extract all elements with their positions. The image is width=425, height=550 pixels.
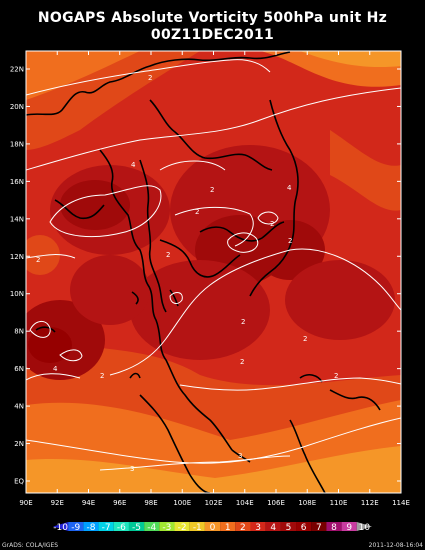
colorbar-swatch xyxy=(174,522,190,531)
colorbar-swatch xyxy=(53,522,69,531)
contour-label: 3 xyxy=(130,465,134,473)
colorbar-label: 3 xyxy=(255,523,261,533)
latitude-label: 12N xyxy=(10,253,24,261)
colorbar-label: -5 xyxy=(132,523,141,533)
contour-label: 2 xyxy=(288,237,292,245)
contour-label: 2 xyxy=(166,251,170,259)
colorbar-swatch xyxy=(326,522,342,531)
colorbar-label: 8 xyxy=(331,523,337,533)
colorbar-swatch xyxy=(98,522,114,531)
colorbar-swatch xyxy=(128,522,145,531)
colorbar-swatch xyxy=(189,522,205,531)
colorbar-label: 10 xyxy=(359,523,371,533)
contour-label: 2 xyxy=(240,358,244,366)
colorbar-label: -8 xyxy=(86,523,95,533)
contour-label: 4 xyxy=(287,184,292,192)
colorbar-label: 5 xyxy=(286,523,292,533)
latitude-label: 8N xyxy=(14,328,24,336)
colorbar-swatch xyxy=(341,522,357,531)
longitude-label: 98E xyxy=(144,499,157,507)
colorbar-swatch xyxy=(159,522,175,531)
colorbar-label: 6 xyxy=(301,523,307,533)
colorbar-label: -2 xyxy=(178,523,187,533)
colorbar-swatch xyxy=(113,522,129,531)
latitude-label: 20N xyxy=(10,103,24,111)
colorbar-label: -9 xyxy=(71,523,80,533)
latitude-label: 14N xyxy=(10,215,24,223)
contour-label: 2 xyxy=(36,256,40,264)
contour-label: 2 xyxy=(210,186,214,194)
contour-label: 2 xyxy=(270,220,274,228)
colorbar-label: 2 xyxy=(240,523,246,533)
colorbar-swatch xyxy=(265,522,281,531)
colorbar-label: -4 xyxy=(147,523,156,533)
longitude-labels: 90E 92E 94E 96E 98E 100E 102E 104E 106E 108E 110E 1… xyxy=(19,499,410,507)
colorbar-label: 4 xyxy=(270,523,276,533)
footer-timestamp: 2011-12-08-16:04 xyxy=(368,542,423,549)
contour-label: 2 xyxy=(195,208,199,216)
contour-label: 2 xyxy=(148,74,152,82)
colorbar-swatch xyxy=(68,522,84,531)
longitude-label: 92E xyxy=(51,499,64,507)
longitude-label: 114E xyxy=(392,499,410,507)
contour-label: 2 xyxy=(241,318,245,326)
colorbar-swatch xyxy=(220,522,236,531)
latitude-label: 16N xyxy=(10,178,24,186)
longitude-label: 112E xyxy=(361,499,379,507)
colorbar-label: -6 xyxy=(117,523,126,533)
latitude-labels: 22N 20N 18N 16N 14N 12N 10N 8N 6N 4N 2N EQ xyxy=(10,66,25,486)
longitude-label: 100E xyxy=(173,499,191,507)
colorbar: -10 -9 -8 -7 -6 -5 -4 -3 -2 -1 0 1 2 3 4 5 6 7 8 9 10 xyxy=(53,522,372,533)
latitude-label: 6N xyxy=(14,365,24,373)
contour-label: 4 xyxy=(131,161,136,169)
colorbar-label: -10 xyxy=(53,523,68,533)
contour-label: 4 xyxy=(53,365,58,373)
longitude-label: 96E xyxy=(113,499,126,507)
colorbar-swatch xyxy=(204,522,221,531)
longitude-label: 94E xyxy=(82,499,95,507)
longitude-label: 108E xyxy=(298,499,316,507)
colorbar-swatch xyxy=(311,522,327,531)
colorbar-label: 9 xyxy=(346,523,352,533)
axis-ticks xyxy=(25,51,402,493)
longitude-label: 110E xyxy=(330,499,348,507)
latitude-label: 18N xyxy=(10,140,24,148)
colorbar-swatch xyxy=(83,522,99,531)
colorbar-swatch xyxy=(144,522,160,531)
colorbar-label: -7 xyxy=(102,523,111,533)
colorbar-swatch xyxy=(280,522,297,531)
latitude-label: 10N xyxy=(10,290,24,298)
longitude-label: 102E xyxy=(205,499,223,507)
contour-label: 2 xyxy=(334,372,338,380)
colorbar-label: -1 xyxy=(193,523,202,533)
longitude-label: 104E xyxy=(236,499,254,507)
colorbar-label: 1 xyxy=(225,523,231,533)
colorbar-swatch xyxy=(356,522,372,531)
contour-label: 3 xyxy=(238,452,242,460)
shaded-field: 2 2 4 2 2 4 2 2 2 2 2 2 4 2 2 3 3 xyxy=(26,51,401,493)
longitude-label: 106E xyxy=(267,499,285,507)
latitude-label: 4N xyxy=(14,403,24,411)
footer-credit: GrADS: COLA/IGES xyxy=(2,542,59,549)
contour-label-group: 2 2 4 2 2 4 2 2 2 2 2 2 4 2 2 3 3 xyxy=(36,74,338,473)
map-date: 00Z11DEC2011 xyxy=(150,27,275,43)
latitude-label: 22N xyxy=(10,66,24,74)
latitude-label: EQ xyxy=(14,478,24,486)
latitude-label: 2N xyxy=(14,440,24,448)
colorbar-label: -3 xyxy=(162,523,171,533)
contour-lines xyxy=(26,59,401,471)
contour-label: 2 xyxy=(303,335,307,343)
contour-label: 2 xyxy=(100,372,104,380)
coastlines xyxy=(26,51,381,493)
map-title: NOGAPS Absolute Vorticity 500hPa unit Hz xyxy=(37,10,388,26)
longitude-label: 90E xyxy=(19,499,32,507)
colorbar-swatch xyxy=(235,522,251,531)
colorbar-swatch xyxy=(250,522,266,531)
colorbar-label: 7 xyxy=(316,523,322,533)
colorbar-swatch xyxy=(296,522,312,531)
colorbar-label: 0 xyxy=(210,523,216,533)
